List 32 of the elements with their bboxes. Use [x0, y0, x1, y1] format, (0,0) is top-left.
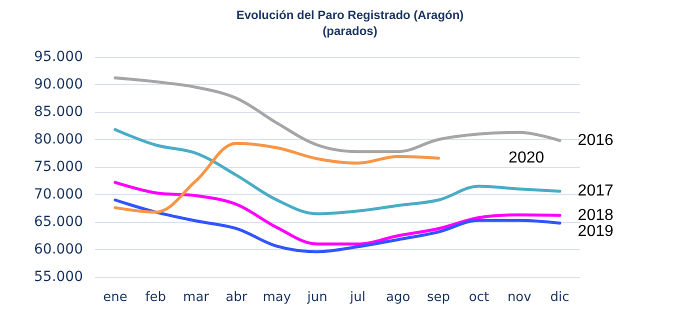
- series-label: 2016: [578, 132, 614, 150]
- y-tick-label: 80.000: [34, 132, 83, 148]
- y-tick-label: 55.000: [34, 269, 83, 285]
- y-tick-label: 60.000: [34, 242, 83, 258]
- line-series: [114, 128, 562, 216]
- line-series: [114, 180, 562, 246]
- text: 2020: [508, 150, 544, 167]
- y-tick-label: 75.000: [34, 159, 83, 175]
- chart-title: Evolución del Paro Registrado (Aragón): [236, 8, 464, 22]
- line-series: [114, 198, 562, 254]
- x-tick-label: abr: [226, 290, 248, 305]
- x-tick-label: oct: [468, 290, 490, 305]
- x-tick-label: jul: [348, 290, 366, 305]
- x-tick-label: nov: [507, 290, 532, 305]
- y-tick-label: 65.000: [34, 214, 83, 230]
- y-tick-label: 85.000: [34, 104, 83, 120]
- y-tick-label: 70.000: [34, 186, 83, 202]
- series-label: 2019: [578, 222, 614, 240]
- x-tick-label: ago: [386, 290, 410, 305]
- x-tick-label: may: [262, 290, 292, 305]
- x-tick-label: jun: [306, 290, 328, 305]
- y-tick-label: 95.000: [34, 49, 83, 65]
- line-series: [114, 142, 440, 214]
- y-tick-label: 90.000: [34, 76, 83, 92]
- series-label: 2017: [578, 182, 614, 200]
- chart-subtitle: (parados): [322, 24, 378, 38]
- x-tick-label: mar: [183, 290, 210, 305]
- series-label: 2018: [578, 206, 614, 224]
- x-tick-label: dic: [550, 290, 570, 305]
- x-tick-label: ene: [103, 290, 128, 305]
- x-tick-label: sep: [427, 290, 450, 305]
- x-tick-label: feb: [145, 290, 166, 305]
